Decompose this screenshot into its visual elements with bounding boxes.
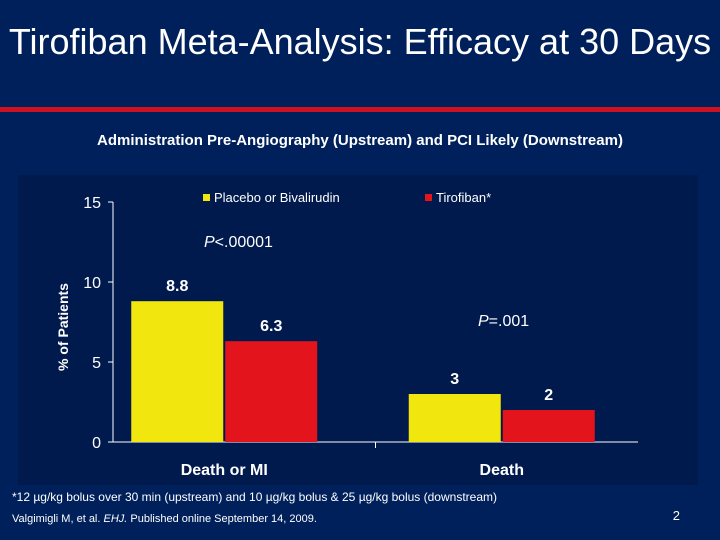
x-category-label: Death	[480, 462, 524, 479]
title-divider	[0, 107, 720, 112]
legend-swatch	[203, 194, 210, 201]
bar-chart: 0 5 10 15 % of Patients 8.8 6.3 Death or MI 3 2 De…	[55, 190, 638, 479]
dosing-footnote: *12 µg/kg bolus over 30 min (upstream) a…	[12, 490, 497, 504]
y-tick-label: 10	[83, 275, 101, 292]
bar-value-label: 6.3	[260, 318, 282, 335]
legend-swatch	[425, 194, 432, 201]
bar-tirofiban	[502, 410, 595, 442]
chart-panel: 0 5 10 15 % of Patients 8.8 6.3 Death or MI 3 2 De…	[18, 175, 698, 485]
y-axis-label: % of Patients	[55, 283, 71, 371]
y-tick-label: 15	[83, 195, 101, 212]
source-journal: EHJ.	[103, 513, 128, 525]
slide-subtitle: Administration Pre-Angiography (Upstream…	[97, 132, 623, 149]
p-value-annotation: P=.001	[478, 313, 529, 330]
y-tick-label: 0	[92, 435, 101, 452]
bar-placebo	[408, 394, 501, 442]
bar-tirofiban	[225, 341, 318, 442]
bar-placebo	[131, 301, 224, 442]
legend-label: Placebo or Bivalirudin	[214, 190, 340, 205]
bar-value-label: 8.8	[166, 278, 188, 295]
legend-label: Tirofiban*	[436, 190, 491, 205]
source-citation: Valgimigli M, et al. EHJ. Published onli…	[12, 513, 317, 525]
bar-value-label: 2	[544, 387, 553, 404]
bar-value-label: 3	[450, 371, 459, 388]
slide-title: Tirofiban Meta-Analysis: Efficacy at 30 …	[8, 21, 712, 62]
source-date: Published online September 14, 2009.	[127, 513, 317, 525]
x-category-label: Death or MI	[181, 462, 268, 479]
slide-number: 2	[672, 508, 680, 523]
p-value-annotation: P<.00001	[204, 234, 273, 251]
source-authors: Valgimigli M, et al.	[12, 513, 104, 525]
y-tick-label: 5	[92, 355, 101, 372]
